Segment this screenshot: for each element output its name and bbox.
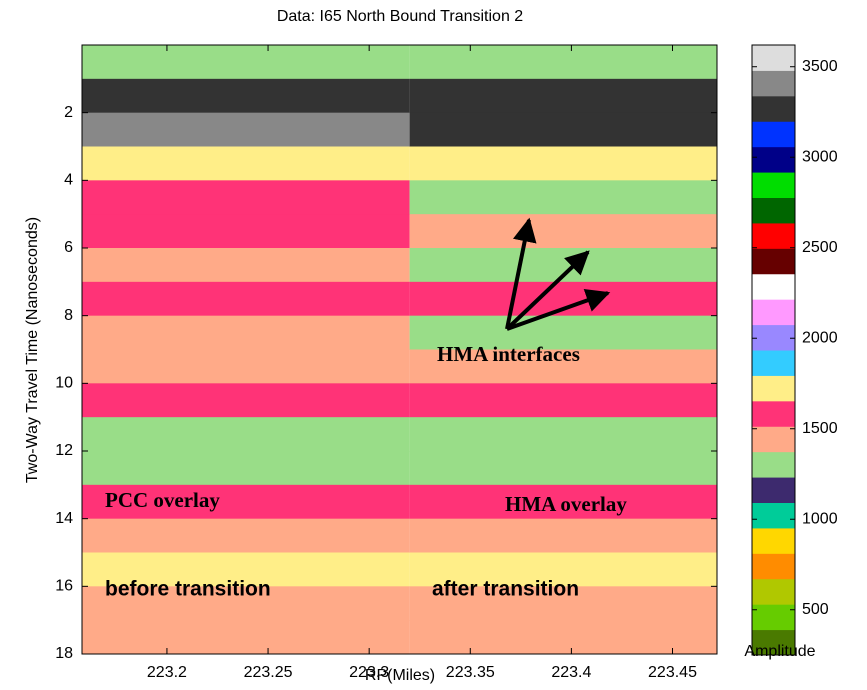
heatmap-cell	[82, 349, 410, 384]
annotation: after transition	[432, 578, 579, 601]
x-tick-label: 223.45	[648, 664, 697, 681]
heatmap-cell	[409, 552, 717, 587]
x-tick-label: 223.35	[446, 664, 495, 681]
colorbar-label: Amplitude	[744, 643, 815, 660]
x-axis-label: RP(Miles)	[365, 667, 435, 684]
heatmap-cell	[82, 383, 410, 418]
heatmap-cell	[409, 112, 717, 147]
colorbar-swatch	[752, 375, 795, 402]
colorbar-tick-label: 1000	[802, 510, 838, 527]
heatmap-cell	[409, 214, 717, 249]
annotation: HMA overlay	[505, 492, 627, 516]
heatmap-cell	[409, 620, 717, 655]
heatmap	[82, 45, 717, 655]
colorbar-swatch	[752, 248, 795, 275]
colorbar-frame	[751, 44, 796, 656]
heatmap-cell	[82, 180, 410, 215]
annotation: before transition	[105, 578, 271, 601]
colorbar-swatch	[752, 578, 795, 605]
colorbar-swatch	[752, 451, 795, 478]
y-tick-label: 10	[55, 375, 73, 392]
heatmap-cell	[82, 214, 410, 249]
y-tick-label: 4	[64, 172, 73, 189]
heatmap-cell	[82, 417, 410, 452]
heatmap-cell	[82, 78, 410, 114]
x-tick-label: 223.25	[244, 664, 293, 681]
colorbar-swatch	[752, 70, 795, 97]
colorbar-tick-label: 1500	[802, 420, 838, 437]
y-tick-label: 12	[55, 442, 73, 459]
heatmap-cell	[409, 349, 717, 384]
colorbar-swatch	[752, 197, 795, 224]
arrow	[505, 250, 590, 331]
colorbar-swatch	[752, 502, 795, 529]
heatmap-cell	[82, 146, 410, 181]
colorbar-swatch	[752, 146, 795, 173]
annotation: HMA interfaces	[437, 342, 580, 366]
heatmap-cell	[82, 45, 410, 80]
heatmap-cell	[409, 586, 717, 621]
heatmap-cell	[409, 417, 717, 452]
y-tick-label: 6	[64, 239, 73, 256]
y-tick-label: 8	[64, 307, 73, 324]
heatmap-cell	[82, 451, 410, 486]
arrows	[505, 217, 611, 331]
y-tick-label: 14	[55, 510, 73, 527]
heatmap-cell	[409, 45, 717, 80]
heatmap-cell	[82, 281, 410, 317]
heatmap-cell	[409, 180, 717, 215]
colorbar-tick-label: 3500	[802, 58, 838, 75]
heatmap-cell	[409, 451, 717, 486]
colorbar-swatch	[752, 172, 795, 198]
plot-frame	[81, 44, 718, 655]
heatmap-cell	[409, 78, 717, 114]
colorbar-swatch	[752, 477, 795, 503]
heatmap-cell	[82, 248, 410, 283]
colorbar-swatch	[752, 553, 795, 580]
colorbar-tick-label: 500	[802, 601, 829, 618]
colorbar-swatch	[752, 350, 795, 376]
chart-title: Data: I65 North Bound Transition 2	[277, 8, 523, 25]
y-tick-label: 2	[64, 104, 73, 121]
colorbar-swatch	[752, 222, 795, 249]
heatmap-cell	[409, 146, 717, 181]
colorbar-swatch	[752, 527, 795, 554]
y-tick-label: 18	[55, 645, 73, 662]
arrow	[505, 217, 537, 330]
colorbar-swatch	[752, 629, 795, 656]
colorbar-swatch	[752, 299, 795, 326]
y-tick-label: 16	[55, 578, 73, 595]
colorbar-swatch	[752, 604, 795, 631]
x-tick-label: 223.2	[147, 664, 187, 681]
colorbar	[752, 45, 795, 656]
colorbar-tick-label: 3000	[802, 148, 838, 165]
colorbar-swatch	[752, 324, 795, 351]
arrow	[506, 288, 611, 331]
heatmap-cell	[82, 552, 410, 587]
colorbar-swatch	[752, 400, 795, 427]
y-axis-label: Two-Way Travel Time (Nanoseconds)	[24, 217, 41, 483]
heatmap-cell	[82, 315, 410, 350]
colorbar-swatch	[752, 426, 795, 453]
heatmap-cell	[82, 112, 410, 147]
heatmap-cell	[82, 518, 410, 553]
x-tick-label: 223.4	[551, 664, 591, 681]
heatmap-cell	[409, 383, 717, 418]
colorbar-swatch	[752, 95, 795, 122]
annotation: PCC overlay	[105, 488, 220, 512]
colorbar-swatch	[752, 273, 795, 300]
colorbar-swatch	[752, 121, 795, 148]
x-tick-label: 223.3	[349, 664, 389, 681]
heatmap-cell	[409, 315, 717, 350]
heatmap-cell	[82, 586, 410, 621]
heatmap-cell	[409, 518, 717, 553]
colorbar-tick-label: 2500	[802, 239, 838, 256]
heatmap-cell	[409, 484, 717, 520]
colorbar-swatch	[752, 45, 795, 71]
colorbar-tick-label: 2000	[802, 329, 838, 346]
heatmap-cell	[82, 484, 410, 520]
heatmap-cell	[82, 620, 410, 655]
